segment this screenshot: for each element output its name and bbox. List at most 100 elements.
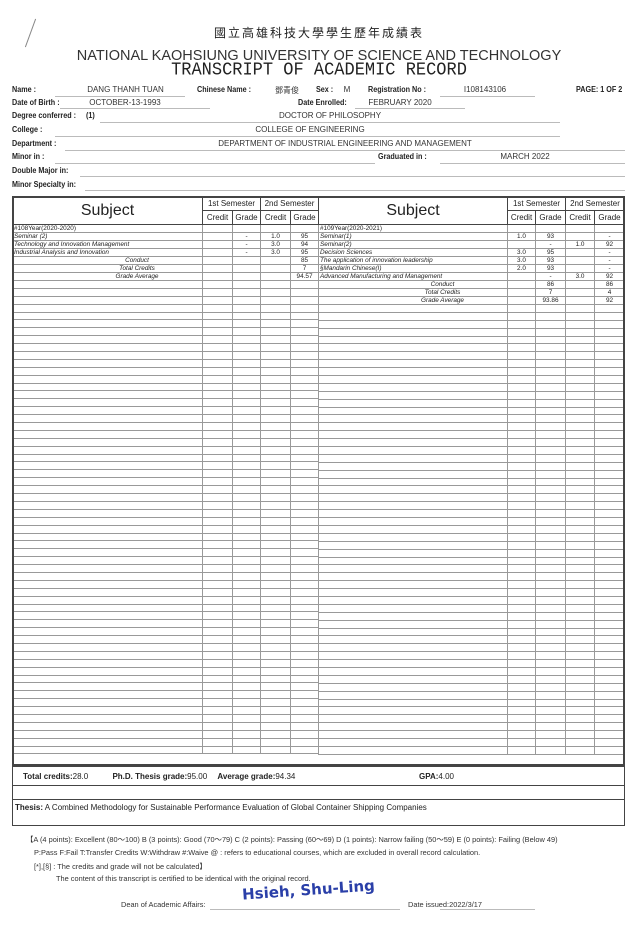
- empty-row: [12, 698, 320, 708]
- chinese-name-label: Chinese Name :: [197, 85, 252, 94]
- subject-cell: [12, 508, 203, 518]
- credit-cell: [260, 256, 292, 265]
- credit-cell: [565, 730, 596, 739]
- credit-cell: [260, 343, 292, 353]
- empty-row: [12, 682, 320, 692]
- credit-cell: [260, 682, 292, 692]
- empty-row: [318, 706, 626, 716]
- grade-cell: [231, 635, 262, 644]
- grade-cell: 93: [534, 256, 567, 265]
- credit-cell: [565, 595, 596, 605]
- credit-cell: [260, 287, 292, 297]
- grade-cell: [231, 674, 262, 684]
- grade-cell: [594, 651, 626, 661]
- grade-cell: -: [231, 248, 262, 257]
- credit-cell: [507, 453, 536, 463]
- credit-cell: [565, 674, 596, 684]
- grade-cell: [534, 619, 567, 629]
- credit-cell: [260, 358, 292, 368]
- credit-cell: [202, 571, 233, 581]
- empty-row: [318, 461, 626, 471]
- minor-specialty-label: Minor Specialty in:: [12, 180, 77, 189]
- credit-cell: [202, 264, 233, 273]
- grade-header: Grade: [594, 210, 626, 225]
- grade-cell: [290, 311, 320, 321]
- credit-cell: [565, 580, 596, 590]
- credit-cell: [507, 619, 536, 629]
- subject-cell: [318, 446, 508, 455]
- grade-cell: [231, 374, 262, 384]
- subject-cell: [318, 390, 508, 400]
- grade-cell: [290, 571, 320, 581]
- credit-cell: [507, 714, 536, 724]
- credit-cell: [202, 437, 233, 447]
- empty-row: [12, 706, 320, 715]
- credit-cell: [260, 295, 292, 305]
- credit-cell: [202, 532, 233, 542]
- credit-cell: [260, 595, 292, 605]
- subject-cell: [12, 477, 203, 487]
- subject-cell: [318, 666, 508, 676]
- subject-cell: [12, 319, 203, 329]
- grade-cell: [231, 721, 262, 731]
- credit-cell: [565, 603, 596, 613]
- credit-cell: 3.0: [260, 240, 292, 249]
- subject-cell: [12, 571, 203, 581]
- table-row: Technology and Innovation Management -3.0…: [12, 240, 320, 249]
- empty-row: [12, 351, 320, 360]
- credit-cell: [202, 706, 233, 715]
- credit-cell: [202, 548, 233, 558]
- grade-cell: [231, 469, 262, 479]
- subject-cell: [318, 643, 508, 653]
- empty-row: [12, 366, 320, 376]
- grade-cell: [594, 367, 626, 377]
- chinese-name-value: 鄧青俊: [275, 86, 299, 95]
- subject-cell: [12, 280, 203, 289]
- credit-cell: [202, 248, 233, 257]
- subject-cell: [12, 524, 203, 534]
- grade-cell: [290, 414, 320, 424]
- subject-cell: [318, 359, 508, 369]
- grade-cell: [231, 327, 262, 337]
- empty-row: [12, 445, 320, 455]
- subject-cell: [12, 429, 203, 439]
- empty-row: [318, 524, 626, 534]
- subject-cell: Seminar(1): [318, 232, 508, 241]
- credit-cell: [260, 737, 292, 747]
- credit-cell: [565, 280, 596, 289]
- credit-cell: 1.0: [565, 240, 596, 249]
- grade-cell: 7: [534, 288, 567, 297]
- empty-row: [12, 406, 320, 416]
- credit-cell: [565, 485, 596, 495]
- grade-cell: [594, 627, 626, 637]
- credit-cell: [260, 674, 292, 684]
- grades-table-right: Subject 1st Semester 2nd Semester Credit…: [318, 196, 626, 755]
- grade-cell: [534, 556, 567, 566]
- subject-cell: #108Year(2020-2020): [12, 224, 203, 233]
- empty-row: [12, 556, 320, 566]
- subject-cell: [12, 358, 203, 368]
- credit-cell: [260, 461, 292, 471]
- grade-cell: [534, 446, 567, 455]
- college-label: College :: [12, 125, 43, 134]
- subject-cell: [318, 682, 508, 692]
- empty-row: [12, 287, 320, 297]
- credit-cell: [507, 517, 536, 526]
- empty-row: [318, 438, 626, 448]
- subject-cell: [318, 311, 508, 321]
- grade-cell: [231, 556, 262, 566]
- empty-row: [12, 571, 320, 581]
- dob-label: Date of Birth :: [12, 98, 60, 107]
- credit-cell: [507, 524, 536, 534]
- grade-cell: [231, 311, 262, 321]
- grade-cell: [534, 351, 567, 361]
- grade-cell: [594, 706, 626, 716]
- empty-row: [318, 603, 626, 613]
- thesis-box: Thesis: A Combined Methodology for Susta…: [12, 799, 625, 826]
- grade-cell: [534, 611, 567, 621]
- grade-cell: [534, 627, 567, 637]
- empty-row: [318, 690, 626, 700]
- empty-row: [318, 698, 626, 708]
- credit-cell: [507, 296, 536, 305]
- credit-cell: [202, 224, 233, 233]
